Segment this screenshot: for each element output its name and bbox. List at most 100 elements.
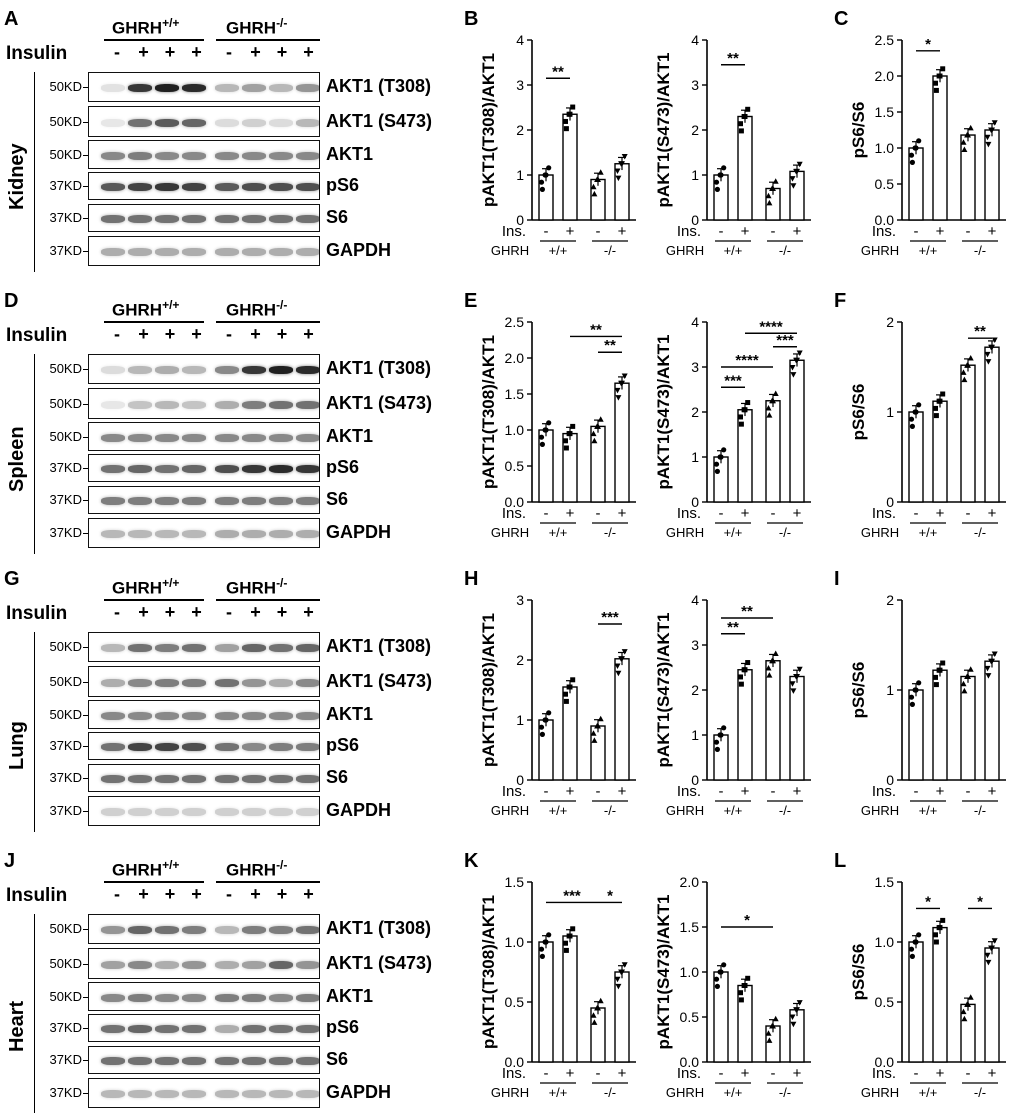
data-point <box>961 687 968 694</box>
data-point <box>937 925 943 931</box>
blot-band <box>182 497 206 505</box>
blot-mw-marker: 37KD <box>49 803 82 818</box>
x-ins-label: Ins. <box>872 783 896 800</box>
data-point <box>772 390 779 397</box>
data-point <box>984 351 991 358</box>
insulin-sign: + <box>303 42 314 62</box>
blot-mw-marker: 50KD <box>49 428 82 444</box>
significance-stars: ** <box>590 321 602 338</box>
blot-band <box>215 84 239 92</box>
y-axis-label: pAKT1(S473)/AKT1 <box>654 335 673 490</box>
y-tick-label: 1 <box>691 727 699 743</box>
data-point <box>772 650 779 657</box>
significance-stars: *** <box>601 609 619 626</box>
x-ins-sign: + <box>936 1065 945 1082</box>
x-ins-sign: - <box>966 505 971 522</box>
group-ko-genotype: -/- <box>276 576 288 590</box>
blot-band <box>242 743 266 751</box>
panel-letter-d: D <box>4 290 19 312</box>
insulin-sign: + <box>250 42 261 62</box>
group-wt-underline <box>104 321 204 323</box>
blot-band <box>182 215 206 223</box>
data-point <box>961 376 968 383</box>
x-group-label: -/- <box>779 1085 791 1100</box>
x-ins-sign: + <box>793 1065 802 1082</box>
insulin-label: Insulin <box>6 43 68 64</box>
blot-band <box>128 808 152 816</box>
blot-band <box>101 366 125 374</box>
y-axis-label: pAKT1(T308)/AKT1 <box>479 335 498 489</box>
data-point <box>742 114 748 119</box>
data-point <box>985 359 992 365</box>
bar <box>984 947 1000 1063</box>
y-axis-label: pAKT1(T308)/AKT1 <box>479 895 498 1049</box>
y-tick-label: 0 <box>516 772 524 788</box>
blot-mw-tick <box>83 251 89 252</box>
data-point <box>590 430 597 437</box>
y-tick-label: 2.0 <box>875 68 895 84</box>
blot-band <box>242 1090 266 1098</box>
data-point <box>933 405 938 411</box>
y-tick-label: 4 <box>691 32 699 48</box>
blot-mw-marker: 50KD <box>49 921 82 936</box>
blot-band <box>215 215 239 223</box>
blot-ps6 <box>88 172 320 200</box>
blot-band <box>128 497 152 505</box>
bar-chart: pAKT1(T308)/AKT1 0.0 0.5 1.0 1.5 2.0 2.5 **** In… <box>479 314 636 540</box>
blot-protein-label: pS6 <box>326 175 360 195</box>
blot-mw-tick <box>83 186 89 187</box>
group-wt-label: GHRH+/+ <box>112 16 179 39</box>
blot-band <box>182 366 206 374</box>
blot-band <box>215 400 239 409</box>
group-wt-name: GHRH <box>112 18 163 38</box>
blot-mw-tick <box>83 403 89 405</box>
blot-band <box>101 400 125 409</box>
data-point <box>960 680 967 687</box>
insulin-sign: + <box>303 324 314 344</box>
x-ins-sign: + <box>793 783 802 800</box>
blot-band <box>215 1090 239 1098</box>
group-wt-genotype: +/+ <box>162 298 180 312</box>
y-tick-label: 2 <box>886 592 894 608</box>
blot-mw-tick <box>83 533 89 534</box>
data-point <box>933 413 939 419</box>
y-tick-label: 0.0 <box>680 1054 700 1070</box>
y-tick-label: 0.5 <box>875 176 895 192</box>
data-point <box>765 192 772 199</box>
blot-band <box>128 1090 152 1098</box>
x-ins-sign: - <box>719 505 724 522</box>
x-group-label: -/- <box>974 243 986 258</box>
blot-band <box>242 775 266 783</box>
blot-band <box>269 215 293 223</box>
blot-band <box>128 118 152 127</box>
data-point <box>790 1021 797 1028</box>
tissue-bracket-line <box>34 72 35 272</box>
x-ins-sign: - <box>914 505 919 522</box>
data-point <box>965 132 971 138</box>
x-group-label: -/- <box>779 803 791 818</box>
data-point <box>991 337 998 343</box>
significance-stars: * <box>744 912 750 929</box>
data-point <box>738 414 743 420</box>
data-point <box>794 1007 800 1013</box>
group-ko-name: GHRH <box>226 18 277 38</box>
insulin-sign: + <box>164 602 176 622</box>
x-ghrh-label: GHRH <box>861 803 899 818</box>
blot-mw-marker: 50KD <box>49 113 82 129</box>
blot-band <box>155 118 179 127</box>
blot-band <box>296 993 319 1002</box>
blot-band <box>101 993 125 1002</box>
group-ko-underline <box>216 599 320 601</box>
data-point <box>790 688 797 694</box>
x-ins-sign: + <box>793 505 802 522</box>
blot-band <box>128 775 152 783</box>
panel-letter-g: G <box>4 568 20 590</box>
data-point <box>714 746 720 752</box>
blot-band <box>182 808 206 816</box>
blot-s6 <box>88 764 320 792</box>
blot-band <box>101 248 125 256</box>
blot-band <box>155 993 179 1002</box>
x-ins-sign: + <box>618 783 627 800</box>
significance-stars: ** <box>552 63 564 80</box>
